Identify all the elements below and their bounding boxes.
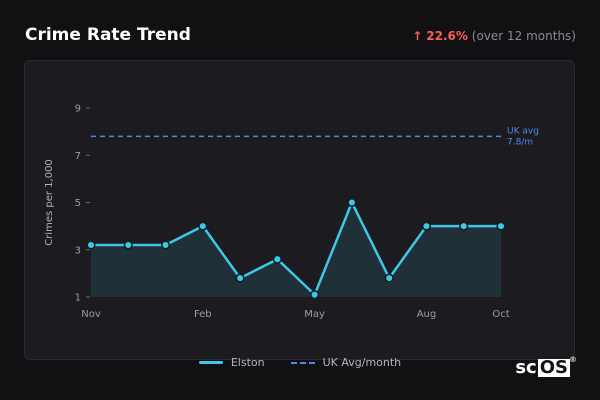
x-tick-label: Aug (417, 309, 437, 320)
brand-os: OS (537, 356, 570, 378)
data-point-nov (86, 240, 96, 250)
data-point-mar (235, 273, 245, 283)
data-point-aug (421, 221, 432, 231)
brand-sc: sc (515, 357, 537, 378)
change-indicator: ↑ 22.6% (over 12 months) (412, 29, 576, 43)
legend: Elston UK Avg/month (0, 356, 600, 369)
change-note: (over 12 months) (471, 29, 576, 43)
up-arrow-icon: ↑ (412, 29, 423, 43)
chart-title: Crime Rate Trend (25, 25, 191, 45)
data-point-feb (198, 221, 208, 231)
y-tick-label: 9 (75, 104, 81, 115)
y-tick-label: 1 (75, 293, 81, 304)
data-point-dec (123, 240, 133, 250)
legend-swatch-dashed (290, 361, 315, 364)
registered-mark: ® (569, 355, 577, 364)
legend-label-elston: Elston (230, 356, 265, 369)
series-area-fill (91, 202, 501, 297)
y-tick-label: 7 (75, 151, 81, 162)
x-tick-label: Feb (194, 309, 212, 320)
line-chart: 1 3 5 7 9 Crimes per 1,000 Nov Feb May Aug Oct UK a… (44, 104, 539, 321)
data-point-jun (347, 197, 357, 208)
legend-item-uk-avg[interactable]: UK Avg/month (290, 356, 402, 369)
x-tick-label: Nov (81, 309, 101, 320)
data-point-jul (384, 273, 394, 283)
data-point-may (310, 290, 320, 300)
series-line-elston (91, 201, 501, 296)
data-point-sep (459, 221, 469, 231)
legend-item-elston[interactable]: Elston (198, 356, 265, 369)
brand-logo: sc OS ® (515, 355, 577, 378)
legend-swatch-solid (198, 361, 223, 364)
chart-card: 1 3 5 7 9 Crimes per 1,000 Nov Feb May Aug Oct UK a… (24, 60, 575, 360)
change-percent: 22.6% (426, 29, 468, 43)
data-point-jan (160, 240, 171, 250)
x-tick-label: Oct (492, 309, 509, 320)
data-point-apr (272, 254, 282, 264)
y-axis-title: Crimes per 1,000 (44, 159, 55, 246)
uk-average-label: UK avg (507, 126, 539, 136)
uk-average-value: 7.8/m (507, 137, 533, 147)
x-tick-label: May (304, 309, 325, 320)
y-tick-label: 5 (75, 198, 81, 209)
legend-label-uk-avg: UK Avg/month (322, 356, 402, 369)
data-point-oct (496, 221, 506, 231)
y-tick-label: 3 (75, 245, 81, 256)
